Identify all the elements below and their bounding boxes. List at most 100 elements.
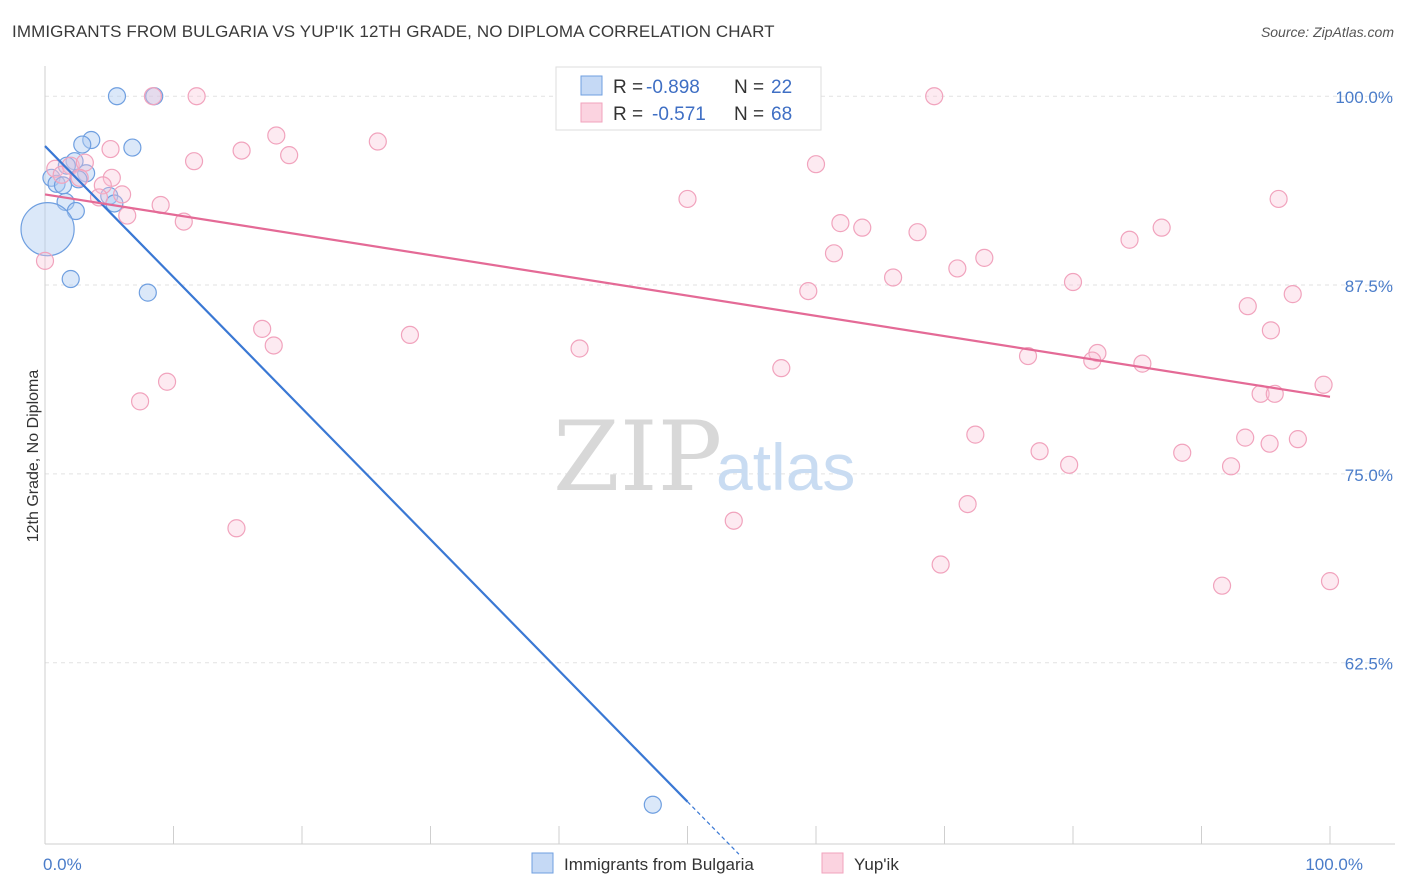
- y-tick-label: 87.5%: [1345, 277, 1393, 296]
- point-yupik: [724, 511, 743, 530]
- stats-swatch-blue: [580, 75, 603, 96]
- grid-lines: [45, 95, 1395, 664]
- point-bulgaria: [643, 795, 662, 814]
- point-yupik: [70, 168, 89, 187]
- point-yupik: [1212, 576, 1232, 595]
- point-bulgaria: [107, 87, 127, 106]
- y-axis-label: 12th Grade, No Diploma: [25, 370, 42, 543]
- point-yupik: [267, 126, 286, 145]
- point-yupik: [1060, 455, 1079, 474]
- point-yupik: [975, 248, 994, 267]
- point-yupik: [931, 555, 950, 574]
- point-yupik: [925, 87, 944, 106]
- point-yupik: [799, 281, 818, 301]
- stats-swatch-pink: [580, 102, 603, 123]
- point-yupik: [1238, 297, 1257, 316]
- point-yupik: [1063, 272, 1083, 292]
- y-tick-label: 62.5%: [1345, 655, 1393, 674]
- stats-n-label-blue: N =: [734, 77, 764, 98]
- point-bulgaria: [82, 130, 101, 150]
- trend-lines: [44, 145, 1331, 855]
- point-yupik: [908, 223, 927, 242]
- legend-label-yupik: Yup'ik: [854, 855, 899, 874]
- trend-line-bulgaria-extension: [687, 801, 740, 855]
- point-yupik: [1314, 375, 1333, 394]
- series-legend: Immigrants from Bulgaria Yup'ik: [531, 852, 899, 874]
- point-yupik: [1261, 321, 1280, 340]
- point-yupik: [824, 244, 844, 263]
- point-yupik: [1260, 434, 1279, 453]
- point-yupik: [948, 259, 967, 278]
- stats-r-label-pink: R =: [613, 104, 643, 125]
- point-yupik: [35, 251, 55, 270]
- point-yupik: [883, 268, 903, 287]
- point-yupik: [958, 494, 977, 514]
- point-yupik: [264, 336, 283, 355]
- point-yupik: [678, 189, 697, 209]
- point-yupik: [772, 359, 791, 378]
- point-yupik: [187, 87, 206, 106]
- axes: [44, 66, 1395, 845]
- point-bulgaria: [138, 283, 157, 302]
- data-points: [20, 87, 1340, 814]
- point-bulgaria: [61, 269, 80, 289]
- point-yupik: [1133, 354, 1152, 373]
- stats-n-value-pink: 68: [771, 104, 792, 125]
- point-yupik: [75, 153, 94, 172]
- point-yupik: [184, 152, 204, 171]
- trend-line-bulgaria: [44, 145, 689, 803]
- stats-n-label-pink: N =: [734, 104, 764, 125]
- point-bulgaria: [123, 138, 142, 157]
- point-yupik: [253, 319, 272, 338]
- point-yupik: [232, 141, 251, 160]
- point-yupik: [1152, 218, 1171, 237]
- point-yupik: [1288, 430, 1307, 449]
- point-yupik: [130, 392, 150, 411]
- point-bulgaria: [47, 174, 66, 193]
- point-yupik: [400, 325, 420, 345]
- point-yupik: [1269, 189, 1288, 209]
- watermark-zip: ZIP: [553, 401, 722, 513]
- point-yupik: [1236, 428, 1255, 447]
- stats-n-value-blue: 22: [771, 77, 792, 98]
- point-yupik: [1018, 346, 1038, 366]
- stats-r-label-blue: R =: [613, 77, 643, 98]
- point-yupik: [52, 165, 71, 184]
- legend-swatch-bulgaria: [531, 852, 554, 874]
- legend-label-bulgaria: Immigrants from Bulgaria: [564, 855, 754, 874]
- point-yupik: [1120, 230, 1139, 249]
- watermark-atlas: atlas: [716, 430, 855, 504]
- point-yupik: [227, 519, 246, 538]
- chart-title: IMMIGRANTS FROM BULGARIA VS YUP'IK 12TH …: [12, 22, 775, 41]
- point-yupik: [118, 206, 137, 225]
- point-yupik: [1030, 442, 1049, 461]
- x-tick-label: 0.0%: [43, 855, 82, 874]
- point-yupik: [1221, 457, 1241, 476]
- point-yupik: [157, 372, 177, 391]
- point-yupik: [280, 146, 299, 165]
- point-yupik: [93, 176, 112, 195]
- point-yupik: [1283, 285, 1302, 304]
- stats-r-value-pink: -0.571: [652, 104, 706, 125]
- legend-swatch-yupik: [821, 852, 844, 874]
- point-yupik: [112, 185, 132, 204]
- point-yupik: [806, 155, 826, 174]
- point-bulgaria: [73, 135, 92, 154]
- point-bulgaria: [57, 156, 76, 175]
- tick-labels: 100.0% 87.5% 75.0% 62.5% 0.0% 100.0%: [43, 88, 1393, 874]
- source-label: Source: ZipAtlas.com: [1260, 24, 1394, 40]
- point-bulgaria: [20, 201, 75, 257]
- stats-r-value-blue: -0.898: [646, 77, 700, 98]
- point-yupik: [1320, 572, 1340, 591]
- watermark: ZIP atlas: [553, 401, 855, 513]
- trend-line-yupik: [44, 193, 1331, 398]
- point-yupik: [853, 218, 872, 237]
- point-yupik: [1173, 443, 1192, 462]
- point-yupik: [570, 339, 589, 358]
- x-tick-label: 100.0%: [1305, 855, 1363, 874]
- point-yupik: [143, 87, 163, 106]
- point-yupik: [368, 132, 387, 151]
- point-yupik: [101, 139, 120, 159]
- y-tick-label: 100.0%: [1335, 88, 1393, 107]
